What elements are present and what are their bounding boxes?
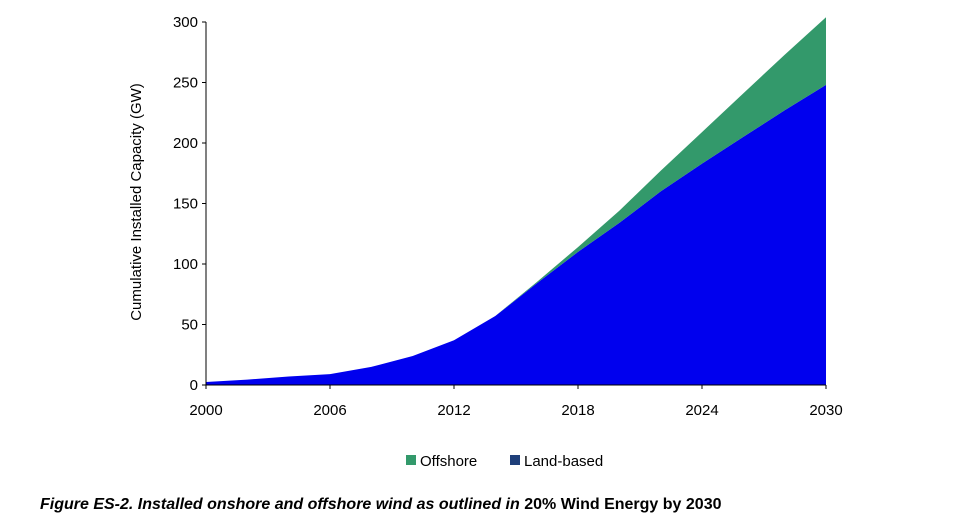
x-tick-label: 2012 xyxy=(437,402,470,419)
x-tick-label: 2006 xyxy=(313,402,346,419)
legend-swatch-land-based xyxy=(510,455,520,465)
y-tick-label: 0 xyxy=(190,377,198,394)
legend-swatch-offshore xyxy=(406,455,416,465)
y-tick-label: 300 xyxy=(173,14,198,31)
x-ticks: 2000 2006 2012 2018 2024 2030 xyxy=(189,385,843,419)
y-axis-label: Cumulative Installed Capacity (GW) xyxy=(128,83,145,321)
x-tick-label: 2000 xyxy=(189,402,222,419)
y-ticks: 0 50 100 150 200 250 300 xyxy=(173,14,206,394)
figure-caption: Figure ES-2. Installed onshore and offsh… xyxy=(40,496,721,514)
legend: Offshore Land-based xyxy=(406,453,603,470)
caption-title: 20% Wind Energy by 2030 xyxy=(524,496,722,513)
legend-label-offshore: Offshore xyxy=(420,453,477,470)
chart-areas xyxy=(206,17,826,386)
x-tick-label: 2018 xyxy=(561,402,594,419)
area-series-land-based xyxy=(206,84,826,386)
y-tick-label: 200 xyxy=(173,135,198,152)
caption-italic: Figure ES-2. Installed onshore and offsh… xyxy=(40,496,520,513)
y-tick-label: 150 xyxy=(173,196,198,213)
y-tick-label: 50 xyxy=(181,317,198,334)
legend-label-land-based: Land-based xyxy=(524,453,603,470)
y-tick-label: 100 xyxy=(173,256,198,273)
y-tick-label: 250 xyxy=(173,75,198,92)
x-tick-label: 2030 xyxy=(809,402,842,419)
x-tick-label: 2024 xyxy=(685,402,718,419)
